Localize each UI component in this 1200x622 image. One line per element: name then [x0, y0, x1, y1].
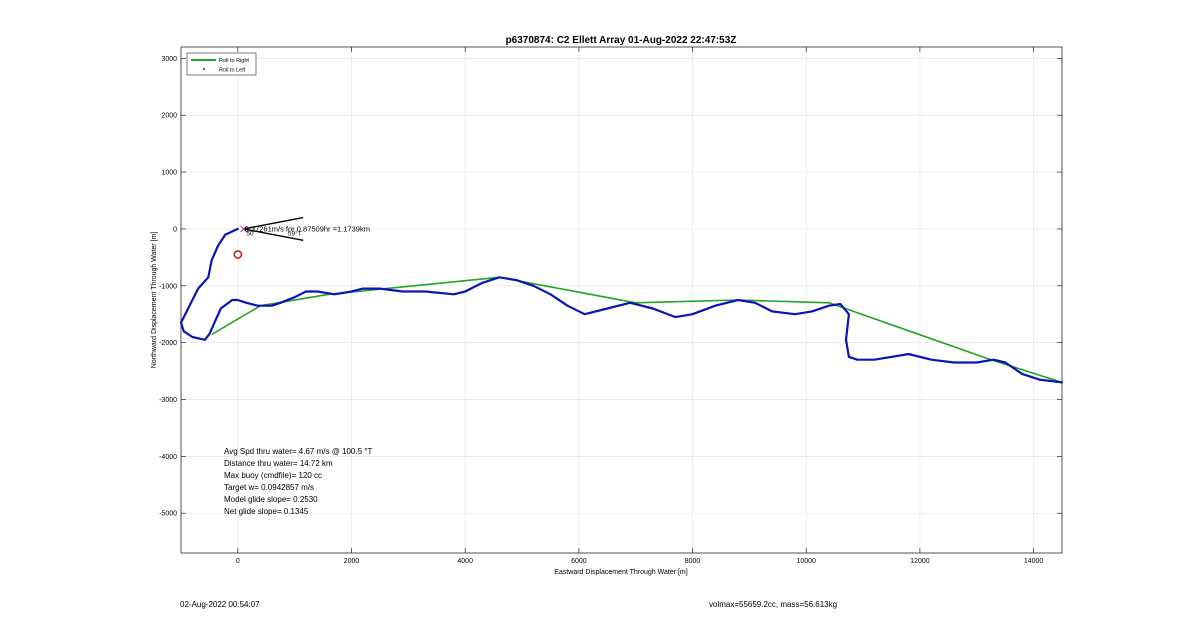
current-line: [243, 228, 304, 241]
legend: Roll to Right Roll to Left: [186, 52, 257, 76]
y-tick-label: 2000: [161, 113, 177, 120]
y-tick-label: 3000: [161, 56, 177, 63]
annotation-text: 0.37261m/s for 0.87509hr =1.1739km: [245, 224, 370, 233]
x-tick-label: 10000: [796, 558, 816, 565]
plot-frame: [180, 46, 1063, 554]
y-tick-label: 1000: [161, 170, 177, 177]
stat-max-buoy: Max buoy (cmdfile)= 120 cc: [224, 471, 322, 480]
tick-labels: 0 2000 4000 6000 8000 10000 12000 1400030002000…: [159, 56, 1043, 565]
x-tick-label: 8000: [685, 558, 701, 565]
x-tick-label: 4000: [457, 558, 473, 565]
x-tick-label: 12000: [910, 558, 930, 565]
legend-roll-right-label: Roll to Right: [219, 58, 249, 64]
x-tick-label: 2000: [344, 558, 360, 565]
chart-title: p6370874: C2 Ellett Array 01-Aug-2022 22…: [506, 35, 737, 46]
x-axis-label: Eastward Displacement Through Water [m]: [554, 569, 687, 576]
legend-roll-left-swatch: [203, 68, 205, 70]
y-tick-label: -1000: [159, 283, 177, 290]
axis-ticks: [181, 47, 1062, 553]
y-axis-label: Northward Displacement Through Water [m]: [151, 232, 158, 369]
stat-target-w: Target w= 0.0942857 m/s: [224, 483, 314, 492]
annotation-text: 50: [246, 230, 254, 237]
y-tick-label: 0: [173, 226, 177, 233]
series-track-line: [179, 227, 1064, 384]
current-line: [243, 216, 304, 230]
stat-distance: Distance thru water= 14.72 km: [224, 459, 333, 468]
x-tick-label: 14000: [1024, 558, 1044, 565]
x-tick-label: 6000: [571, 558, 587, 565]
y-tick-label: -4000: [159, 454, 177, 461]
cross-marker: [240, 225, 247, 233]
y-tick-label: -5000: [159, 511, 177, 518]
y-tick-label: -3000: [159, 397, 177, 404]
annotation-text: 59°T: [288, 229, 302, 237]
stats-block: Avg Spd thru water= 4.67 m/s @ 100.5 °T …: [224, 447, 372, 516]
footer-summary: volmax=55659.2cc, mass=56.613kg: [709, 600, 838, 609]
y-tick-label: -2000: [159, 340, 177, 347]
stat-net-glide: Net glide slope= 0.1345: [224, 507, 309, 516]
grid-lines: [181, 47, 1062, 553]
legend-roll-left-label: Roll to Left: [219, 68, 246, 74]
stat-avg-speed: Avg Spd thru water= 4.67 m/s @ 100.5 °T: [224, 447, 372, 456]
x-tick-label: 0: [236, 558, 240, 565]
stat-model-glide: Model glide slope= 0.2530: [224, 495, 318, 504]
footer-timestamp: 02-Aug-2022 00:54:07: [180, 600, 260, 609]
start-circle-marker: [233, 250, 243, 259]
